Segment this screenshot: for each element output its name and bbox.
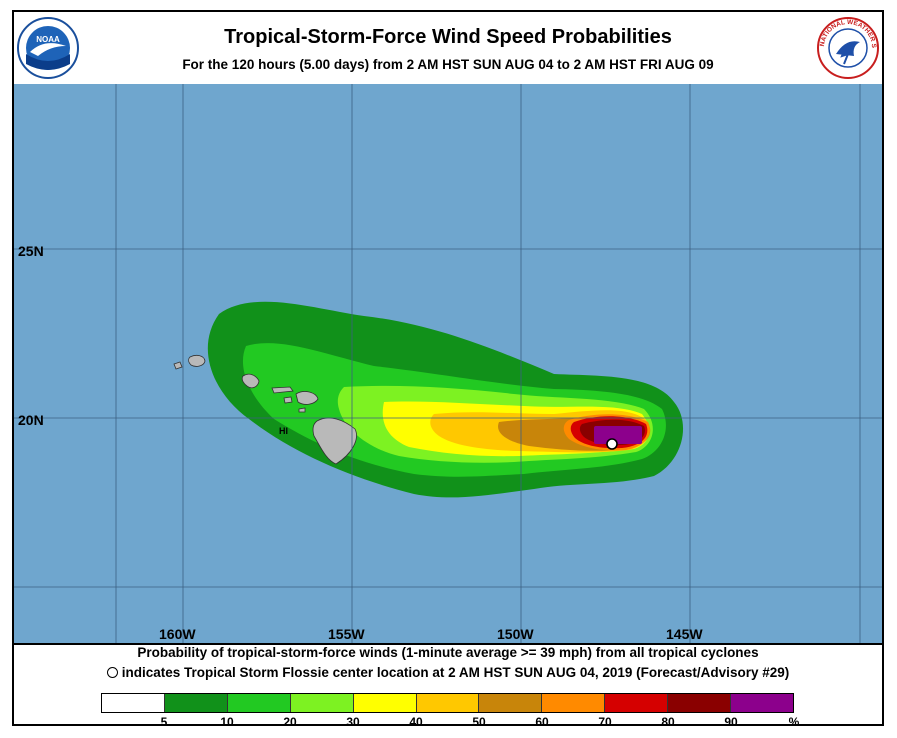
color-legend [101,693,794,713]
legend-tick-label: 40 [409,715,423,729]
legend-tick-label: 90 [724,715,738,729]
legend-swatch [227,694,291,712]
lon-label-150w: 150W [497,626,534,642]
legend-swatch [164,694,228,712]
page-subtitle: For the 120 hours (5.00 days) from 2 AM … [182,57,714,72]
legend-tick-label: 30 [346,715,360,729]
lat-label-20n: 20N [18,412,44,428]
island-niihau [173,361,183,370]
legend-swatch [605,694,669,712]
nws-logo: NATIONAL WEATHER SERVICE [816,16,879,79]
lat-label-25n: 25N [18,243,44,259]
hawaiian-islands [173,354,357,465]
legend-tick-label: 70 [598,715,612,729]
island-hawaii [312,417,357,465]
storm-center-marker [606,438,618,450]
map-frame: NOAA Tropical-Storm-Force Wind Speed Pro… [12,10,884,729]
legend-tick-label: 50 [472,715,486,729]
state-label: HI [279,426,288,436]
legend-swatch [102,694,165,712]
legend-tick-label: 60 [535,715,549,729]
legend-tick-label: % [788,715,800,729]
island-oahu [241,373,260,389]
island-maui [295,391,319,405]
caption-line-1: Probability of tropical-storm-force wind… [137,645,759,660]
lon-label-155w: 155W [328,626,365,642]
noaa-logo: NOAA [17,17,79,79]
legend-swatch [353,694,417,712]
caption-line-2-text: indicates Tropical Storm Flossie center … [121,665,790,680]
legend-swatch [479,694,543,712]
island-lanai [283,396,293,404]
legend-swatch [731,694,793,712]
legend-swatch [668,694,732,712]
storm-center-legend-icon [106,667,118,678]
island-molokai [271,386,294,394]
caption-line-2: indicates Tropical Storm Flossie center … [14,665,882,680]
page-title: Tropical-Storm-Force Wind Speed Probabil… [224,26,672,48]
legend-tick-label: 10 [220,715,234,729]
svg-text:NOAA: NOAA [36,35,60,44]
island-kahoolawe [298,407,306,413]
footer: Probability of tropical-storm-force wind… [14,645,882,729]
lon-label-160w: 160W [159,626,196,642]
graticule [14,84,882,645]
header: NOAA Tropical-Storm-Force Wind Speed Pro… [14,12,882,84]
legend-tick-label: 80 [661,715,675,729]
contour-90-percent [594,426,642,444]
probability-map: HI 25N 20N 160W 155W 150W 145W [14,84,882,645]
island-kauai [188,354,206,367]
legend-swatch [290,694,354,712]
lon-label-145w: 145W [666,626,703,642]
legend-swatch [542,694,606,712]
legend-tick-label: 5 [160,715,168,729]
legend-tick-label: 20 [283,715,297,729]
legend-swatch [416,694,480,712]
